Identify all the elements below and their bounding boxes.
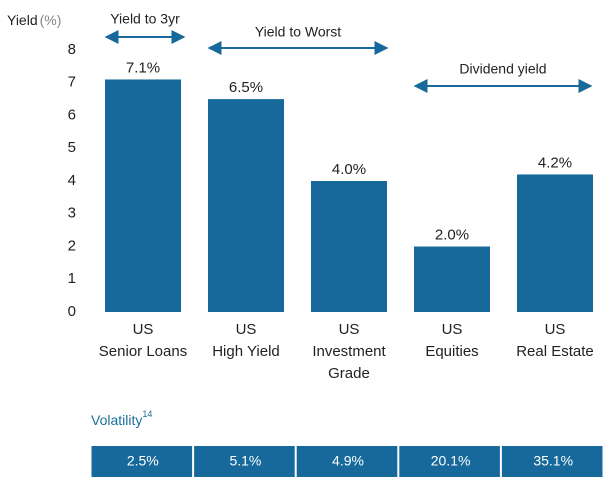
y-tick-label: 1 [68, 270, 76, 287]
x-tick-label: US [133, 321, 154, 338]
x-tick-label: Senior Loans [99, 343, 187, 360]
table-cell-text: 4.9% [332, 453, 364, 469]
bar [105, 79, 181, 312]
annotation-label: Dividend yield [459, 61, 546, 77]
y-tick-label: 5 [68, 139, 76, 156]
x-tick-label: Grade [328, 365, 370, 382]
y-tick-label: 3 [68, 205, 76, 222]
table-cell [194, 446, 295, 477]
table-cell-text: 2.5% [127, 453, 159, 469]
bar [208, 99, 284, 312]
table-cell [501, 446, 603, 477]
bar [414, 246, 490, 312]
x-tick-label: US [442, 321, 463, 338]
y-tick-label: 7 [68, 74, 76, 91]
x-tick-label: Investment [312, 343, 386, 360]
volatility-title: Volatility14 [91, 409, 152, 427]
value-label: 4.2% [538, 154, 572, 171]
y-tick-label: 6 [68, 106, 76, 123]
y-tick-label: 0 [68, 303, 76, 320]
value-label: 2.0% [435, 226, 469, 243]
table-cell [91, 446, 193, 477]
value-label: 6.5% [229, 79, 263, 96]
x-tick-label: High Yield [212, 343, 280, 360]
annotation-label: Yield to Worst [255, 24, 341, 40]
x-tick-label: Real Estate [516, 343, 594, 360]
annotation-label: Yield to 3yr [110, 11, 180, 27]
y-axis-label: Yield (%) [7, 12, 61, 28]
table-cell [296, 446, 398, 477]
table-cell-text: 5.1% [229, 453, 261, 469]
x-tick-label: US [545, 321, 566, 338]
x-tick-label: US [236, 321, 257, 338]
bar [311, 181, 387, 312]
y-tick-label: 8 [68, 41, 76, 58]
table-cell-text: 35.1% [533, 453, 573, 469]
value-label: 4.0% [332, 161, 366, 178]
table-cell-text: 20.1% [431, 453, 471, 469]
value-label: 7.1% [126, 59, 160, 76]
y-tick-label: 2 [68, 237, 76, 254]
x-tick-label: US [339, 321, 360, 338]
x-tick-label: Equities [425, 343, 478, 360]
table-cell [399, 446, 500, 477]
bar [517, 174, 593, 312]
y-tick-label: 4 [68, 172, 76, 189]
